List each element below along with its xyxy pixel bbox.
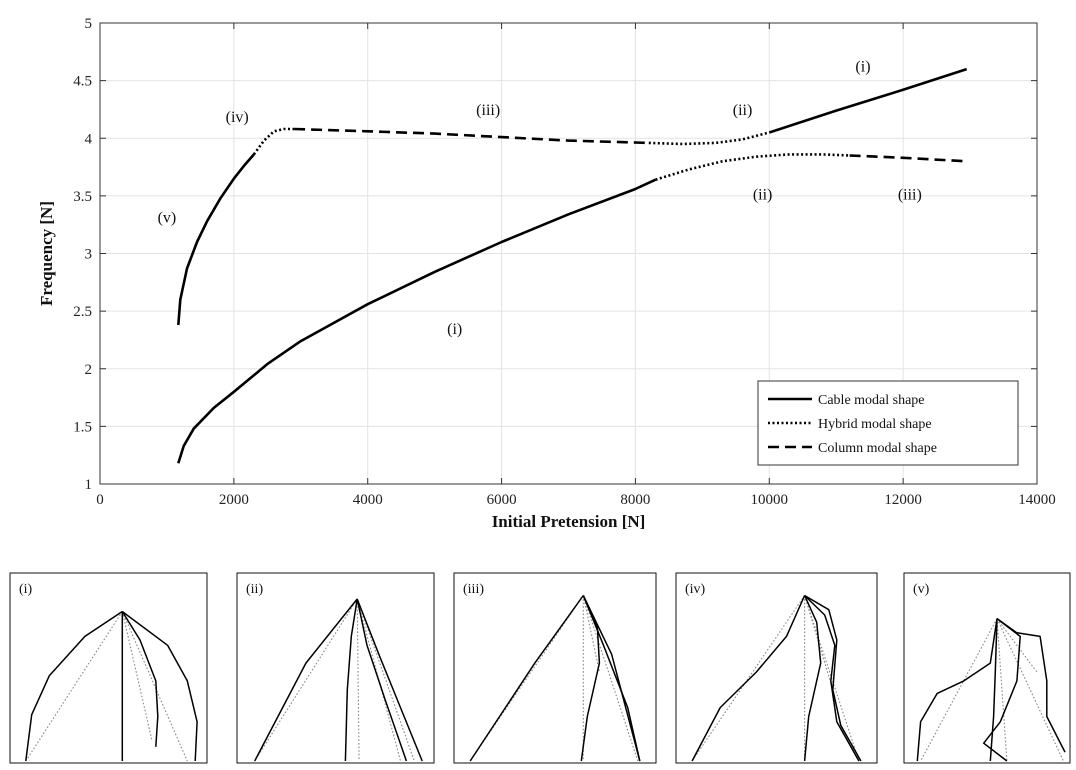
y-tick-label: 3 — [85, 247, 93, 263]
x-tick-label: 12000 — [884, 492, 922, 508]
y-tick-label: 1.5 — [73, 419, 92, 435]
x-tick-label: 4000 — [353, 492, 383, 508]
panel-label: (v) — [913, 582, 930, 597]
reference-shape-line — [996, 618, 1064, 762]
y-tick-label: 4.5 — [73, 74, 92, 90]
deformed-shape-line — [254, 598, 358, 762]
reference-shape-line — [996, 618, 1038, 673]
x-tick-label: 2000 — [219, 492, 249, 508]
panel-label: (iv) — [685, 582, 706, 597]
region-annotation: (iii) — [898, 186, 922, 203]
series-line-lower-dotted — [655, 153, 850, 181]
series-line-lower-solid — [177, 178, 657, 464]
region-annotation: (ii) — [753, 186, 773, 203]
deformed-shape-line — [691, 595, 806, 762]
reference-shape-line — [582, 595, 639, 762]
mode-shape-panel-3: (iii) — [453, 572, 657, 764]
region-annotation: (iv) — [226, 109, 249, 126]
deformed-shape-line — [356, 598, 423, 762]
deformed-shape-line — [916, 618, 998, 762]
panel-frame — [236, 572, 435, 764]
mode-shape-panel-4: (iv) — [675, 572, 878, 764]
x-tick-label: 6000 — [487, 492, 517, 508]
deformed-shape-line — [344, 598, 358, 762]
mode-shape-panel-1: (i) — [9, 572, 208, 764]
x-tick-label: 10000 — [751, 492, 789, 508]
x-tick-label: 8000 — [620, 492, 650, 508]
region-annotation: (iii) — [476, 102, 500, 119]
mode-shape-panel-2: (ii) — [236, 572, 435, 764]
mode-shape-panels: (i) (ii) (iii) (iv) (v) — [9, 572, 1071, 764]
legend-label: Cable modal shape — [818, 393, 925, 408]
y-tick-label: 5 — [85, 16, 93, 32]
deformed-shape-line — [356, 598, 408, 762]
panel-frame — [453, 572, 657, 764]
legend-label: Column modal shape — [818, 441, 937, 456]
deformed-shape-line — [582, 595, 641, 762]
deformed-shape-line — [582, 595, 641, 762]
reference-shape-line — [582, 595, 600, 673]
region-annotation: (i) — [855, 58, 870, 75]
deformed-shape-line — [804, 594, 860, 762]
panel-label: (ii) — [246, 582, 263, 597]
legend-label: Hybrid modal shape — [818, 417, 932, 432]
x-tick-label: 0 — [96, 492, 104, 508]
deformed-shape-line — [982, 618, 1021, 762]
frequency-plot: 0 2000 4000 6000 8000 10000 12000 14000 1 1.5 2 2.5… — [37, 16, 1056, 531]
y-axis-label: Frequency [N] — [37, 201, 56, 306]
reference-shape-line — [691, 595, 806, 762]
legend: Cable modal shape Hybrid modal shape Colum… — [757, 380, 1019, 466]
y-tick-label: 1 — [85, 477, 93, 493]
reference-shape-line — [996, 618, 1008, 762]
series-line-upper-dashed — [294, 127, 649, 145]
series-line-lower-dashed — [849, 154, 967, 163]
deformed-shape-line — [469, 595, 584, 762]
deformed-shape-line — [121, 611, 159, 747]
reference-shape-line — [254, 598, 358, 762]
deformed-shape-line — [121, 610, 198, 762]
reference-shape-line — [25, 611, 123, 762]
mode-shape-panel-5: (v) — [903, 572, 1071, 764]
y-tick-label: 2.5 — [73, 304, 92, 320]
reference-shape-line — [920, 618, 998, 762]
panel-frame — [903, 572, 1071, 764]
panel-frame — [9, 572, 208, 764]
y-tick-label: 3.5 — [73, 189, 92, 205]
region-annotation: (i) — [447, 321, 462, 338]
deformed-shape-line — [996, 617, 1066, 753]
y-tick-label: 2 — [85, 362, 93, 378]
reference-shape-line — [121, 611, 153, 740]
region-annotation: (ii) — [733, 102, 753, 119]
deformed-shape-line — [804, 594, 862, 762]
panel-label: (iii) — [463, 582, 484, 597]
region-annotation: (v) — [158, 209, 177, 226]
x-tick-label: 14000 — [1018, 492, 1056, 508]
series-line-upper-solid — [768, 67, 968, 134]
deformed-shape-line — [989, 618, 998, 762]
series-line-upper-dotted — [252, 127, 295, 156]
y-tick-label: 4 — [85, 131, 93, 147]
deformed-shape-line — [25, 610, 123, 762]
panel-label: (i) — [19, 582, 33, 597]
series-line-upper-solid — [177, 153, 255, 326]
x-axis-label: Initial Pretension [N] — [492, 512, 646, 531]
deformed-shape-line — [803, 595, 822, 762]
